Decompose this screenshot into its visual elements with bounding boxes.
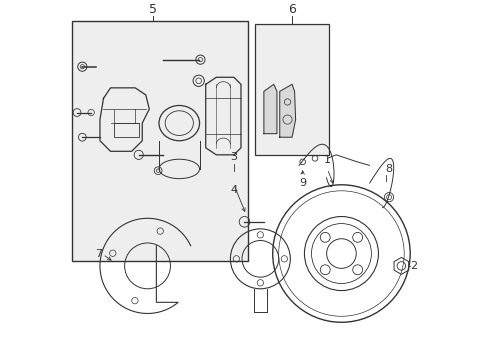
Text: 9: 9 [299, 178, 305, 188]
Text: 3: 3 [230, 152, 237, 162]
Text: 6: 6 [287, 3, 295, 15]
Text: 1: 1 [323, 156, 330, 165]
Bar [114, 123, 139, 137]
Text: 5: 5 [148, 3, 157, 15]
Text: 7: 7 [94, 248, 102, 258]
Bar [72, 21, 247, 261]
Text: 4: 4 [230, 185, 237, 195]
Polygon shape [264, 84, 276, 134]
Text: 8: 8 [385, 164, 392, 174]
Bar [255, 24, 328, 155]
Polygon shape [279, 84, 295, 137]
Text: 2: 2 [409, 261, 416, 271]
